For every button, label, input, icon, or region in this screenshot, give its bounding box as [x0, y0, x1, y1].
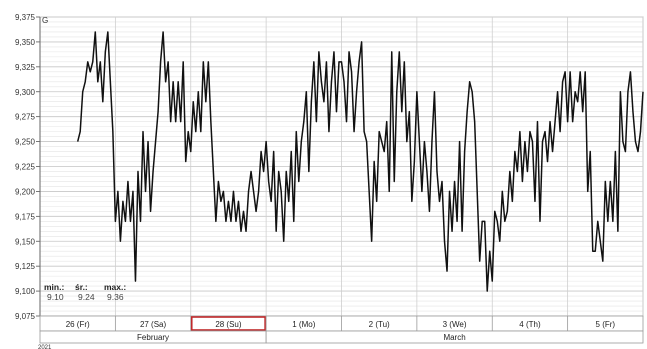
y-tick-label: 9,250 — [15, 138, 36, 147]
stat-value: 9.10 — [47, 292, 64, 302]
month-label: March — [443, 333, 465, 342]
stat-value: 9.36 — [107, 292, 124, 302]
y-tick-label: 9,175 — [15, 212, 36, 221]
stat-label: max.: — [104, 282, 126, 292]
series-group — [76, 31, 644, 292]
x-axis: 26 (Fr) 27 (Sa) 28 (Su) 1 (Mo) 2 (Tu) 3 (We) 4… — [38, 315, 644, 349]
month-label: February — [137, 333, 169, 342]
y-axis-unit-glyph: G — [42, 16, 48, 25]
day-label[interactable]: 5 (Fr) — [596, 320, 616, 329]
y-tick-label: 9,100 — [15, 287, 36, 296]
y-tick-label: 9,125 — [15, 262, 36, 271]
day-label[interactable]: 28 (Su) — [215, 320, 242, 329]
day-label[interactable]: 1 (Mo) — [292, 320, 315, 329]
stat-label: min.: — [44, 282, 64, 292]
stat-value: 9.24 — [78, 292, 95, 302]
stats-panel: min.:9.10 śr.:9.24 max.:9.36 — [44, 282, 126, 302]
y-tick-label: 9,275 — [15, 113, 36, 122]
selected-day-highlight[interactable] — [190, 316, 266, 331]
month-cell-march — [265, 330, 644, 344]
day-label[interactable]: 3 (We) — [443, 320, 467, 329]
series-line — [76, 31, 644, 292]
stat-label: śr.: — [75, 282, 88, 292]
y-tick-label: 9,150 — [15, 237, 36, 246]
y-tick-label: 9,375 — [15, 13, 36, 22]
year-label: 2021 — [38, 345, 52, 349]
y-tick-label: 9,075 — [15, 312, 36, 321]
y-tick-label: 9,200 — [15, 187, 36, 196]
day-label[interactable]: 27 (Sa) — [140, 320, 167, 329]
y-tick-label: 9,225 — [15, 163, 36, 172]
day-label[interactable]: 2 (Tu) — [369, 320, 390, 329]
day-label[interactable]: 26 (Fr) — [66, 320, 90, 329]
y-tick-label: 9,350 — [15, 38, 36, 47]
y-axis: 9,075 9,100 9,125 9,150 9,175 9,200 9,225 9,250… — [15, 13, 48, 321]
y-tick-label: 9,325 — [15, 63, 36, 72]
y-tick-label: 9,300 — [15, 88, 36, 97]
day-label[interactable]: 4 (Th) — [519, 320, 541, 329]
